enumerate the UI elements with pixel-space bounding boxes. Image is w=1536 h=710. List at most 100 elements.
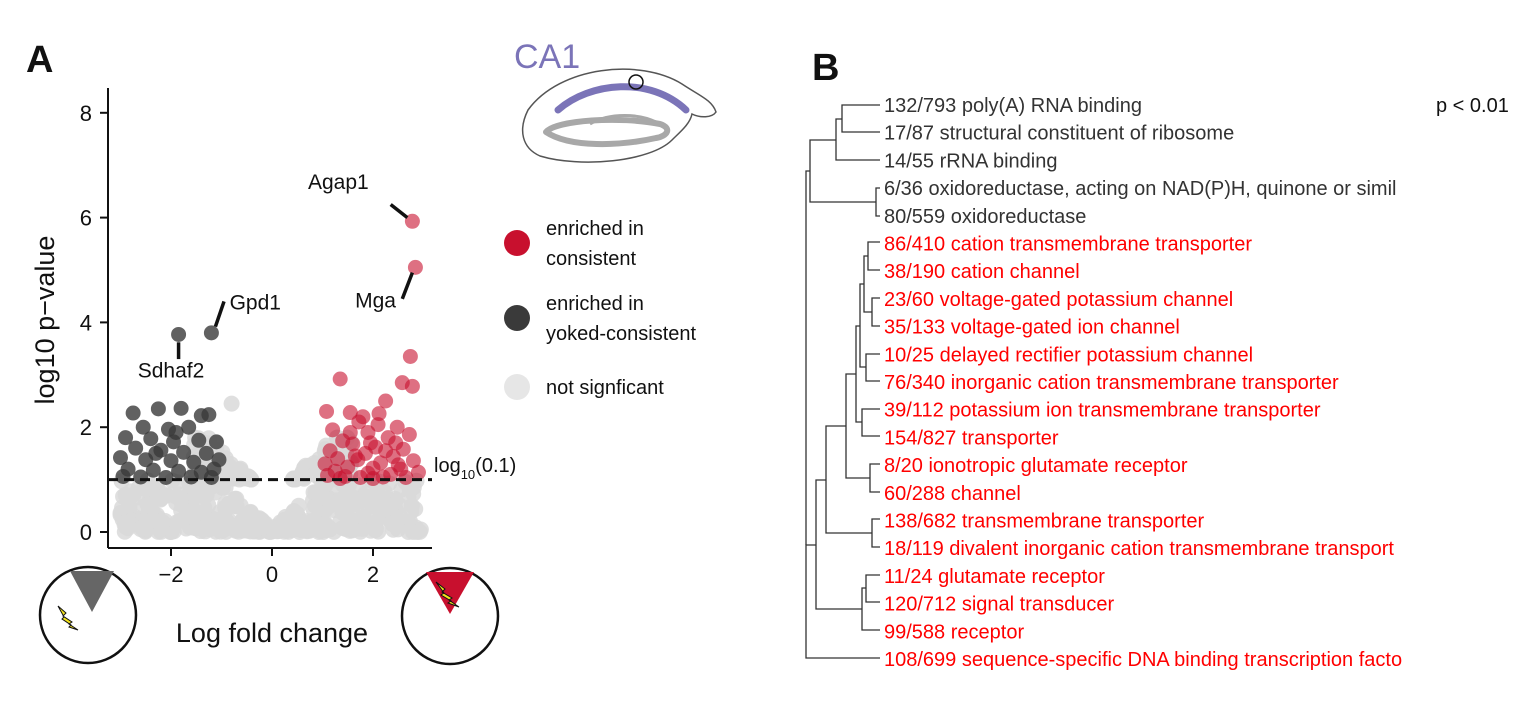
not-significant-point [120,518,137,535]
not-significant-point [379,497,396,514]
yoked-consistent-point [183,469,199,485]
yoked-consistent-point [171,326,187,342]
gene-annotations: Agap1 Mga Gpd1 Sdhaf2 [138,171,415,382]
go-term: 35/133 voltage-gated ion channel [884,317,1180,339]
axes: 0 2 4 6 8 −2 0 2 [80,88,432,587]
legend-label-yoked-1: enriched in [546,293,644,315]
yoked-consistent-point [150,401,166,417]
x-tick-label: −2 [158,562,183,587]
yoked-consistent-point [191,432,207,448]
yoked-consistent-point [171,463,187,479]
region-label: CA1 [514,38,580,76]
go-term: 108/699 sequence-specific DNA binding tr… [884,649,1402,671]
yoked-consistent-point [133,469,149,485]
y-tick-label: 0 [80,520,92,545]
consistent-point [362,435,378,451]
not-significant-point [242,470,259,487]
go-term: 154/827 transporter [884,427,1059,449]
dendrogram [805,104,880,659]
not-significant-point [345,496,362,513]
consistent-point [347,448,363,464]
consistent-points [317,213,426,487]
legend-label-consistent-2: consistent [546,248,636,270]
go-term: 138/682 transmembrane transporter [884,511,1205,533]
yoked-consistent-point [208,434,224,450]
panel-b-label: B [812,47,839,89]
yoked-arena-icon [38,565,138,665]
go-term: 14/55 rRNA binding [884,150,1057,172]
consistent-point [378,393,394,409]
go-term: 39/112 potassium ion transmembrane trans… [884,400,1321,422]
volcano-plot: 0 2 4 6 8 −2 0 2 Agap1 Mga Gpd1 Sdhaf2 [80,88,432,587]
yoked-consistent-point [168,424,184,440]
go-term: 23/60 voltage-gated potassium channel [884,289,1233,311]
consistent-point [378,443,394,459]
consistent-point [319,403,335,419]
go-term-list: 132/793 poly(A) RNA binding 17/87 structu… [884,95,1402,671]
consistent-point [388,435,404,451]
consistent-point [345,436,361,452]
y-axis-label: log10 p−value [30,236,60,405]
yoked-consistent-point [203,470,219,486]
yoked-consistent-point [125,405,141,421]
x-axis-label: Log fold change [176,618,368,648]
yoked-consistent-point [113,450,128,466]
gene-label-gpd1: Gpd1 [230,291,281,314]
legend-marker-not-significant [504,374,530,400]
yoked-consistent-point [181,419,197,435]
threshold-label: log10(0.1) [434,455,516,482]
pvalue-label: p < 0.01 [1436,95,1509,117]
not-significant-point [154,488,171,505]
yoked-consistent-point [203,325,219,341]
go-term: 6/36 oxidoreductase, acting on NAD(P)H, … [884,178,1396,200]
not-significant-point [114,499,131,516]
yoked-consistent-point [158,470,174,486]
not-significant-point [285,503,302,520]
go-term: 10/25 delayed rectifier potassium channe… [884,344,1253,366]
yoked-consistent-point [145,462,161,478]
go-term: 120/712 signal transducer [884,594,1114,616]
go-term: 60/288 channel [884,483,1021,505]
go-term: 76/340 inorganic cation transmembrane tr… [884,372,1339,394]
go-term: 99/588 receptor [884,621,1024,643]
not-significant-point [307,484,324,501]
y-tick-label: 4 [80,310,92,335]
gene-pointer [213,300,226,328]
consistent-point [371,406,387,422]
gene-label-mga: Mga [355,290,396,313]
gene-pointer [400,271,415,300]
gene-pointer [389,203,409,219]
yoked-consistent-point [176,444,192,460]
not-significant-point [269,523,286,540]
consistent-point [410,464,426,480]
yoked-consistent-points [113,325,227,486]
go-term: 132/793 poly(A) RNA binding [884,95,1142,117]
go-term: 17/87 structural constituent of ribosome [884,123,1234,145]
go-term: 38/190 cation channel [884,261,1080,283]
go-term: 18/119 divalent inorganic cation transme… [884,538,1394,560]
consistent-point [332,371,348,387]
consistent-point [405,453,421,469]
not-significant-point [223,395,240,412]
not-significant-point [411,523,428,540]
legend-label-consistent-1: enriched in [546,218,644,240]
y-tick-label: 2 [80,415,92,440]
yoked-consistent-point [143,431,159,447]
gene-label-agap1: Agap1 [308,171,369,194]
not-significant-point [143,477,160,494]
go-term: 86/410 cation transmembrane transporter [884,234,1252,256]
consistent-point [342,424,358,440]
not-significant-point [139,496,156,513]
consistent-point [407,259,423,275]
legend-marker-consistent [504,230,530,256]
y-tick-label: 8 [80,101,92,126]
y-tick-label: 6 [80,206,92,231]
not-significant-point [300,521,317,538]
not-significant-point [248,521,265,538]
not-significant-point [168,488,185,505]
x-tick-label: 0 [266,562,278,587]
go-term: 8/20 ionotropic glutamate receptor [884,455,1188,477]
x-tick-label: 2 [367,562,379,587]
not-significant-point [200,497,217,514]
consistent-point [401,427,417,443]
